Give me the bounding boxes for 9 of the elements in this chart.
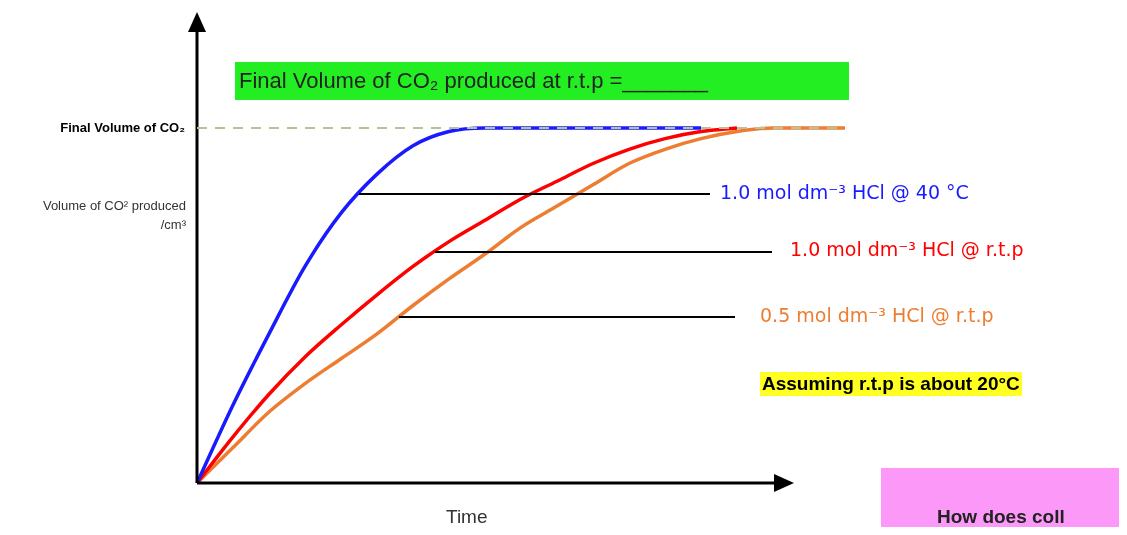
text: 0.5 mol dm⁻³ HCl @ r.t.p	[760, 303, 994, 326]
ref-line-label: Final Volume of CO₂	[60, 119, 186, 135]
chart-title: Final Volume of CO₂ produced at r.t.p =_______	[235, 62, 849, 100]
y-axis-title: Volume of CO² produced /cm³	[41, 197, 186, 234]
text: 1.0 mol dm⁻³ HCl @ 40 °C	[720, 180, 969, 203]
annotation: Assuming r.t.p is about 20°C	[760, 372, 1022, 396]
text: How does coll	[936, 505, 1066, 529]
text: 1.0 mol dm⁻³ HCl @ r.t.p	[790, 238, 1024, 261]
x-axis-title: Time	[446, 506, 488, 528]
